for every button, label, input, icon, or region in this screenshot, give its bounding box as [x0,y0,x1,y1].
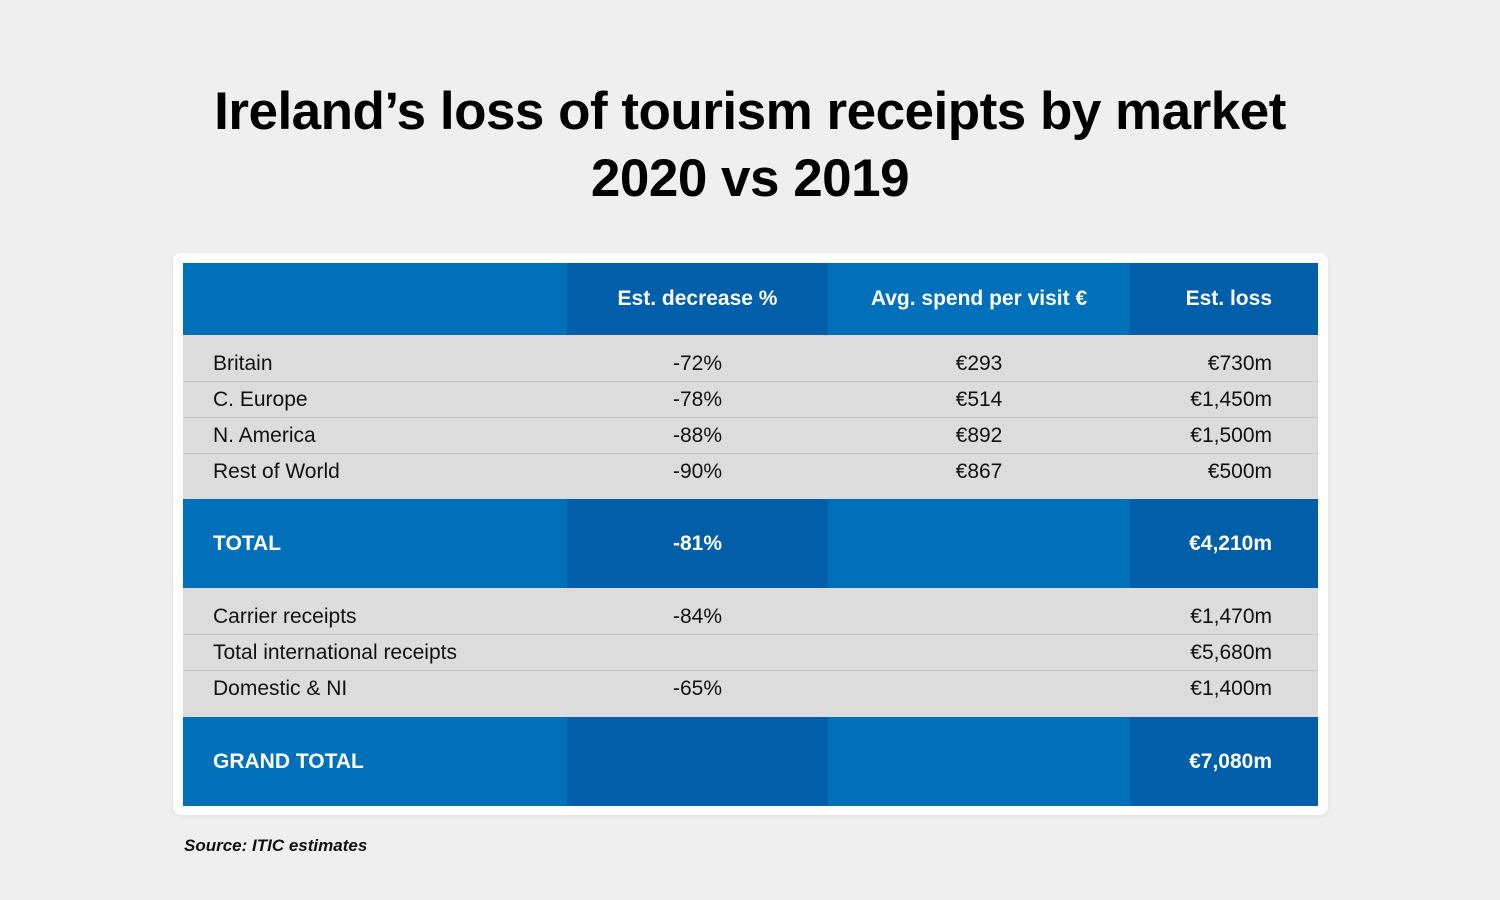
table-row: C. Europe -78% €514 €1,450m [183,382,1318,418]
row-label: Rest of World [213,460,340,483]
row-loss: €1,500m [1130,418,1318,454]
row-spend: €867 [955,460,1003,483]
row-label: Britain [183,346,567,382]
row-loss: €1,400m [1190,677,1272,700]
table-row: Carrier receipts -84% €1,470m [183,599,1318,635]
row-loss: €1,470m [1130,599,1318,635]
row-decrease: -78% [567,382,828,418]
data-table: Est. decrease % Avg. spend per visit € E… [183,263,1318,806]
total-label: TOTAL [183,499,567,588]
row-label: N. America [183,418,567,454]
row-loss: €730m [1130,346,1318,382]
header-cell-loss: Est. loss [1130,263,1318,335]
grand-total-label: GRAND TOTAL [183,717,567,806]
grand-total-row: GRAND TOTAL €7,080m [183,717,1318,806]
row-decrease: -90% [672,460,723,483]
row-label: Domestic & NI [213,677,348,700]
table-row: N. America -88% €892 €1,500m [183,418,1318,454]
table-row: Total international receipts €5,680m [183,635,1318,671]
total-decrease: -81% [567,499,828,588]
table-header-row: Est. decrease % Avg. spend per visit € E… [183,263,1318,335]
title-line-2: 2020 vs 2019 [590,149,910,208]
header-cell-spend: Avg. spend per visit € [828,263,1130,335]
header-cell-label [183,263,567,335]
grand-total-loss: €7,080m [1130,717,1318,806]
row-decrease: -65% [672,677,723,700]
row-spend [828,599,1130,635]
title-line-1: Ireland’s loss of tourism receipts by ma… [214,82,1286,141]
row-decrease: -84% [567,599,828,635]
header-cell-decrease: Est. decrease % [567,263,828,335]
row-decrease: -72% [567,346,828,382]
row-spend: €892 [828,418,1130,454]
table-row: Britain -72% €293 €730m [183,346,1318,382]
row-loss: €5,680m [1130,635,1318,671]
row-label: Carrier receipts [183,599,567,635]
total-loss: €4,210m [1130,499,1318,588]
row-spend: €293 [828,346,1130,382]
row-loss: €500m [1207,460,1272,483]
receipts-group-background [183,588,1318,717]
grand-total-spend [828,717,1130,806]
row-decrease [567,635,828,671]
row-spend [828,671,1130,707]
row-decrease: -88% [567,418,828,454]
row-loss: €1,450m [1130,382,1318,418]
row-label: C. Europe [183,382,567,418]
table-row: Domestic & NI -65% €1,400m [183,671,1318,707]
grand-total-decrease [567,717,828,806]
row-spend: €514 [828,382,1130,418]
row-spend [828,635,1130,671]
total-spend [828,499,1130,588]
row-label: Total international receipts [183,635,567,671]
source-note: Source: ITIC estimates [184,836,368,855]
table-row: Rest of World -90% €867 €500m [183,454,1318,490]
total-row: TOTAL -81% €4,210m [183,499,1318,588]
chart-title: Ireland’s loss of tourism receipts by ma… [0,78,1500,212]
